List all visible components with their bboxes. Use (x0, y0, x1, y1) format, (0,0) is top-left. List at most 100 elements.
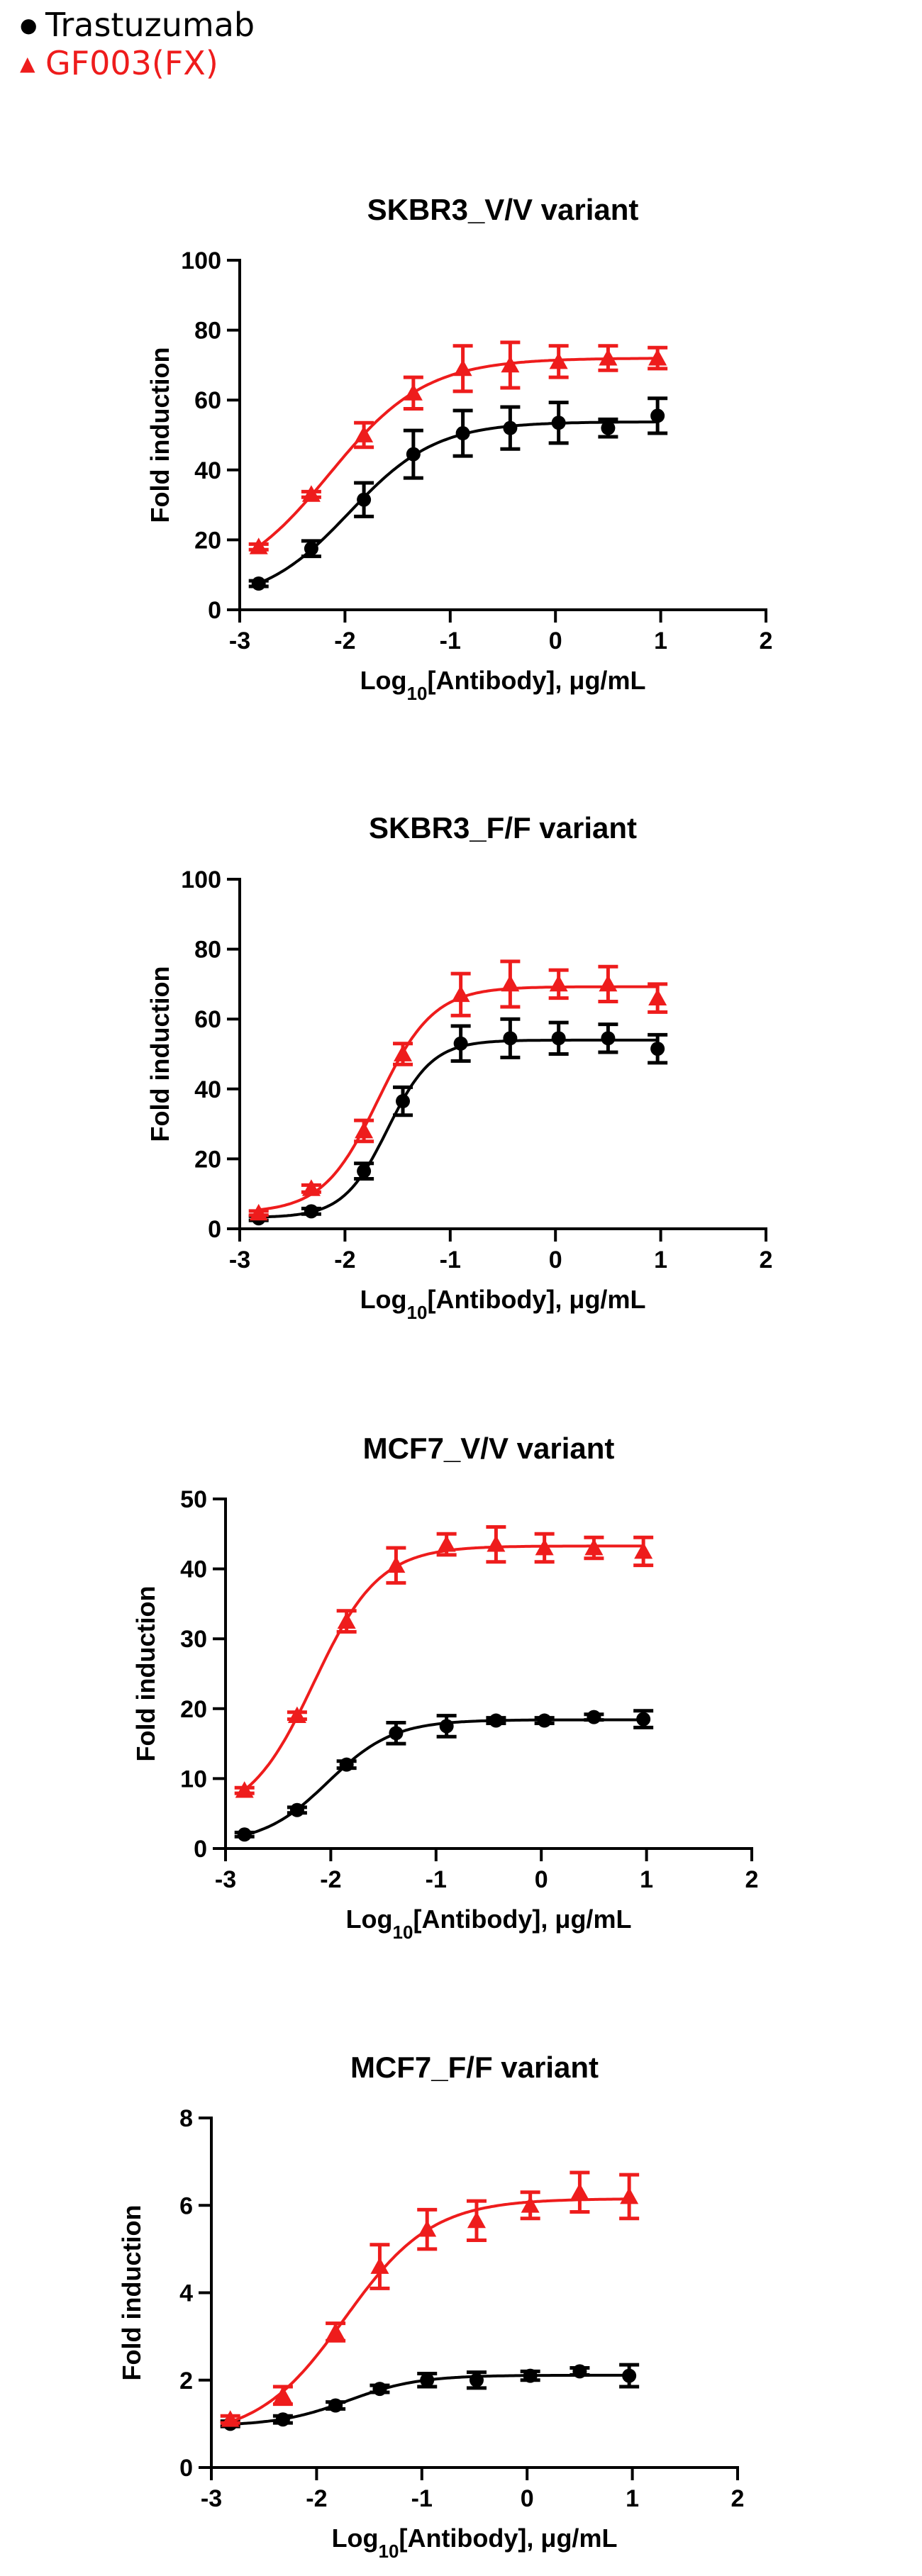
data-point (328, 2398, 343, 2413)
y-tick-label: 20 (180, 1696, 207, 1723)
x-tick-label: 2 (745, 1866, 759, 1893)
x-tick-label: 1 (640, 1866, 653, 1893)
x-tick-label: 0 (535, 1866, 548, 1893)
data-point (503, 420, 518, 435)
data-point (355, 425, 374, 442)
x-tick-label: -2 (334, 628, 355, 654)
data-point (467, 2211, 486, 2229)
data-point (521, 2196, 540, 2213)
data-point (372, 2382, 387, 2397)
chart-panel: MCF7_F/F variant 0 2 4 6 8 -3 -2 -1 0 1 2 Fold induc… (117, 2051, 744, 2562)
fit-curve (257, 357, 658, 548)
y-tick-label: 20 (194, 1146, 221, 1173)
fit-curve (257, 420, 658, 585)
chart-title: MCF7_F/F variant (350, 2051, 599, 2084)
data-point (235, 1781, 254, 1798)
data-point (636, 1712, 651, 1727)
y-tick-label: 40 (194, 1076, 221, 1103)
y-tick-label: 2 (179, 2368, 193, 2394)
data-point (289, 1802, 304, 1817)
x-tick-label: 0 (549, 1247, 562, 1273)
y-tick-label: 0 (208, 1216, 221, 1243)
data-point (551, 416, 566, 430)
x-axis-label: Log10[Antibody], μg/mL (360, 666, 646, 704)
data-point (418, 2220, 437, 2237)
chart-panel: SKBR3_V/V variant 0 20 40 60 80 100 -3 -2 -1 0 1 2 Fo… (145, 193, 772, 704)
data-point (249, 1203, 268, 1221)
y-axis-label: Fold induction (145, 966, 174, 1142)
data-point (251, 576, 266, 591)
data-point (501, 974, 520, 992)
data-point (523, 2368, 538, 2383)
y-tick-label: 6 (179, 2192, 193, 2219)
x-tick-label: -3 (229, 628, 250, 654)
y-axis-label: Fold induction (131, 1586, 160, 1762)
y-tick-label: 100 (181, 247, 221, 274)
data-point (451, 985, 470, 1003)
data-point (337, 1612, 356, 1629)
y-tick-label: 30 (180, 1626, 207, 1653)
y-tick-label: 0 (179, 2455, 193, 2482)
data-point (439, 1719, 454, 1734)
legend-item-trastuzumab: ● Trastuzumab (20, 6, 255, 44)
y-tick-label: 0 (194, 1836, 207, 1863)
data-point (501, 355, 520, 373)
y-tick-label: 40 (180, 1556, 207, 1583)
data-point (535, 1539, 554, 1556)
data-point (370, 2257, 389, 2274)
x-tick-label: -1 (426, 1866, 447, 1893)
data-point (587, 1710, 601, 1724)
chart-title: SKBR3_V/V variant (367, 193, 639, 226)
data-point (453, 1036, 468, 1051)
data-point (406, 447, 421, 462)
x-tick-label: 1 (626, 2485, 639, 2512)
data-point (357, 1164, 372, 1178)
x-tick-label: -2 (320, 1866, 341, 1893)
data-point (601, 420, 616, 435)
data-point (650, 408, 665, 423)
y-tick-label: 80 (194, 318, 221, 345)
x-tick-label: 0 (521, 2485, 534, 2512)
data-point (487, 1535, 506, 1552)
triangle-marker-icon: ▲ (20, 51, 35, 75)
data-point (249, 537, 268, 554)
x-tick-label: 1 (654, 628, 667, 654)
data-point (304, 541, 318, 556)
data-point (326, 2322, 345, 2340)
data-point (394, 1044, 413, 1061)
x-axis-label: Log10[Antibody], μg/mL (346, 1905, 632, 1943)
x-tick-label: -1 (411, 2485, 433, 2512)
data-point (287, 1706, 306, 1724)
data-point (489, 1713, 504, 1728)
data-point (469, 2373, 484, 2387)
data-point (221, 2410, 240, 2427)
data-point (599, 974, 618, 992)
x-tick-label: 2 (760, 628, 773, 654)
data-point (301, 1179, 321, 1196)
fit-curve (258, 985, 658, 1212)
data-point (396, 1094, 411, 1109)
chart-title: MCF7_V/V variant (363, 1432, 615, 1465)
data-point (437, 1535, 456, 1552)
data-point (387, 1556, 406, 1573)
chart-panel: MCF7_V/V variant 0 10 20 30 40 50 -3 -2 -1 0 1 2 Fold… (131, 1432, 758, 1943)
data-point (273, 2386, 292, 2403)
y-tick-label: 8 (179, 2105, 193, 2132)
circle-marker-icon: ● (20, 13, 38, 37)
x-tick-label: 2 (760, 1247, 773, 1273)
legend: ● Trastuzumab ▲ GF003(FX) (20, 6, 255, 82)
data-point (584, 1539, 604, 1556)
x-tick-label: 1 (654, 1247, 667, 1273)
y-tick-label: 100 (181, 866, 221, 893)
data-point (357, 492, 372, 507)
x-tick-label: -2 (334, 1247, 355, 1273)
y-tick-label: 0 (208, 597, 221, 624)
y-tick-label: 50 (180, 1486, 207, 1513)
x-axis-label: Log10[Antibody], μg/mL (360, 1285, 646, 1323)
data-point (237, 1827, 252, 1842)
legend-label: Trastuzumab (45, 6, 255, 44)
data-point (570, 2182, 589, 2200)
legend-label: GF003(FX) (45, 44, 218, 82)
x-tick-label: -2 (306, 2485, 327, 2512)
data-point (420, 2373, 435, 2387)
